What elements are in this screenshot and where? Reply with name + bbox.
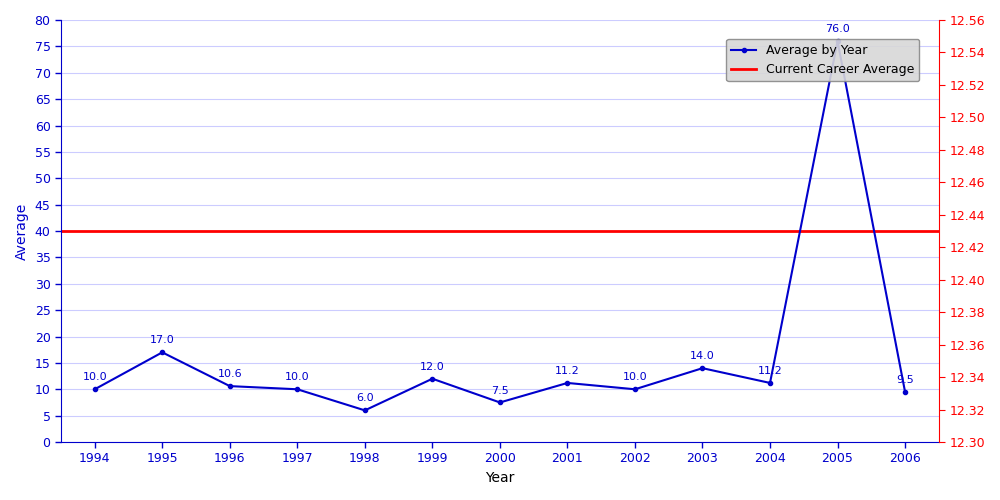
Average by Year <box>832 38 844 44</box>
Average by Year <box>629 386 641 392</box>
Line: Average by Year: Average by Year <box>93 39 907 412</box>
Average by Year <box>291 386 303 392</box>
Text: 17.0: 17.0 <box>150 336 175 345</box>
Text: 11.2: 11.2 <box>555 366 580 376</box>
Average by Year <box>899 389 911 395</box>
Legend: Average by Year, Current Career Average: Average by Year, Current Career Average <box>726 39 919 81</box>
Text: 14.0: 14.0 <box>690 351 715 361</box>
Average by Year <box>764 380 776 386</box>
Text: 10.0: 10.0 <box>623 372 647 382</box>
Text: 6.0: 6.0 <box>356 394 374 404</box>
X-axis label: Year: Year <box>485 471 515 485</box>
Text: 10.0: 10.0 <box>285 372 310 382</box>
Y-axis label: Average: Average <box>15 202 29 260</box>
Average by Year <box>426 376 438 382</box>
Average by Year <box>89 386 101 392</box>
Average by Year <box>696 365 708 371</box>
Text: 9.5: 9.5 <box>896 375 914 385</box>
Average by Year <box>359 408 371 414</box>
Text: 10.6: 10.6 <box>217 369 242 379</box>
Text: 76.0: 76.0 <box>825 24 850 34</box>
Average by Year <box>156 350 168 356</box>
Average by Year <box>561 380 573 386</box>
Text: 10.0: 10.0 <box>82 372 107 382</box>
Average by Year <box>494 400 506 406</box>
Text: 7.5: 7.5 <box>491 386 509 396</box>
Text: 12.0: 12.0 <box>420 362 445 372</box>
Average by Year <box>224 383 236 389</box>
Text: 11.2: 11.2 <box>758 366 782 376</box>
